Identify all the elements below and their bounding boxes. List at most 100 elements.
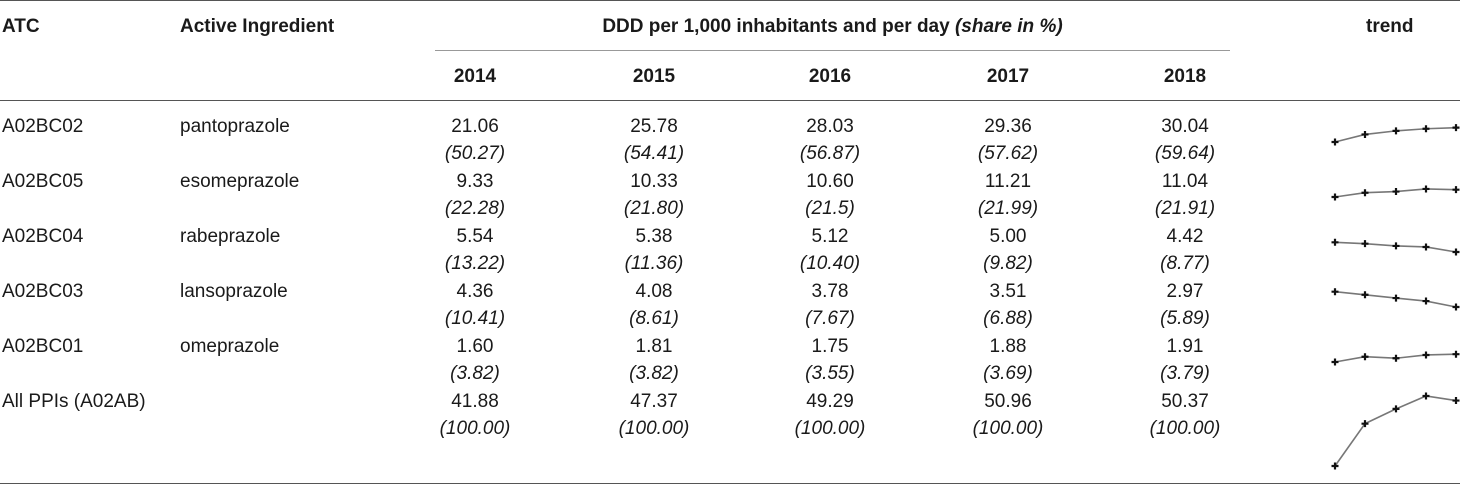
trend-point bbox=[1361, 291, 1369, 299]
trend-point bbox=[1361, 353, 1369, 361]
ddd-underline bbox=[435, 50, 1230, 51]
trend-point bbox=[1331, 462, 1339, 470]
trend-point bbox=[1392, 242, 1400, 250]
year-header: 2014 bbox=[453, 66, 497, 87]
trend-point bbox=[1452, 248, 1460, 256]
trend-point bbox=[1361, 130, 1369, 138]
share-value: (10.40) bbox=[799, 253, 861, 274]
trend-point bbox=[1422, 185, 1430, 193]
trend-point bbox=[1452, 186, 1460, 194]
trend-point bbox=[1422, 392, 1430, 400]
ingredient-name: pantoprazole bbox=[180, 116, 290, 137]
ddd-value: 5.00 bbox=[989, 226, 1027, 247]
share-value: (10.41) bbox=[444, 308, 506, 329]
ddd-value: 2.97 bbox=[1166, 281, 1204, 302]
trend-point bbox=[1452, 350, 1460, 358]
share-value: (100.00) bbox=[1149, 418, 1221, 439]
share-value: (3.79) bbox=[1160, 363, 1210, 384]
ddd-value: 10.60 bbox=[806, 171, 854, 192]
trend-point bbox=[1331, 193, 1339, 201]
ddd-value: 1.75 bbox=[811, 336, 849, 357]
ddd-value: 1.60 bbox=[456, 336, 494, 357]
share-value: (8.77) bbox=[1160, 253, 1210, 274]
trend-point bbox=[1422, 351, 1430, 359]
ddd-value: 4.42 bbox=[1166, 226, 1204, 247]
trend-point bbox=[1331, 358, 1339, 366]
col-header-ingredient: Active Ingredient bbox=[180, 16, 335, 37]
share-value: (5.89) bbox=[1160, 308, 1210, 329]
share-value: (7.67) bbox=[805, 308, 855, 329]
share-value: (3.82) bbox=[450, 363, 500, 384]
col-header-trend: trend bbox=[1366, 16, 1414, 37]
trend-line bbox=[1334, 395, 1457, 467]
ddd-value: 41.88 bbox=[451, 391, 499, 412]
share-value: (100.00) bbox=[618, 418, 690, 439]
share-value: (59.64) bbox=[1154, 143, 1216, 164]
ddd-value: 49.29 bbox=[806, 391, 854, 412]
share-value: (21.80) bbox=[623, 198, 685, 219]
atc-code: All PPIs (A02AB) bbox=[2, 391, 146, 412]
trend-point bbox=[1392, 354, 1400, 362]
ddd-value: 47.37 bbox=[630, 391, 678, 412]
share-value: (6.88) bbox=[983, 308, 1033, 329]
ddd-value: 5.38 bbox=[635, 226, 673, 247]
col-header-ddd: DDD per 1,000 inhabitants and per day (s… bbox=[435, 16, 1230, 38]
ddd-value: 1.91 bbox=[1166, 336, 1204, 357]
trend-line bbox=[1334, 290, 1457, 308]
ingredient-name: lansoprazole bbox=[180, 281, 288, 302]
trend-point bbox=[1392, 127, 1400, 135]
year-header: 2016 bbox=[808, 66, 852, 87]
trend-point bbox=[1361, 240, 1369, 248]
trend-line bbox=[1334, 353, 1457, 363]
ddd-value: 25.78 bbox=[630, 116, 678, 137]
ddd-value: 5.54 bbox=[456, 226, 494, 247]
share-value: (11.36) bbox=[624, 253, 684, 274]
atc-code: A02BC01 bbox=[2, 336, 84, 357]
share-value: (3.82) bbox=[629, 363, 679, 384]
header-bottom-rule bbox=[0, 100, 1460, 101]
year-header: 2017 bbox=[986, 66, 1030, 87]
trend-point bbox=[1361, 420, 1369, 428]
ddd-value: 3.78 bbox=[811, 281, 849, 302]
trend-point bbox=[1392, 405, 1400, 413]
share-value: (100.00) bbox=[439, 418, 511, 439]
ddd-value: 1.81 bbox=[635, 336, 673, 357]
col-header-atc: ATC bbox=[2, 16, 40, 37]
trend-point bbox=[1331, 238, 1339, 246]
share-value: (22.28) bbox=[444, 198, 506, 219]
atc-code: A02BC04 bbox=[2, 226, 84, 247]
ddd-value: 11.04 bbox=[1161, 171, 1209, 192]
ddd-value: 29.36 bbox=[984, 116, 1032, 137]
atc-code: A02BC03 bbox=[2, 281, 84, 302]
share-value: (13.22) bbox=[444, 253, 506, 274]
ddd-value: 4.08 bbox=[635, 281, 673, 302]
share-value: (21.91) bbox=[1154, 198, 1216, 219]
trend-line bbox=[1334, 188, 1457, 198]
share-value: (50.27) bbox=[444, 143, 506, 164]
ddd-value: 21.06 bbox=[451, 116, 499, 137]
share-value: (21.5) bbox=[805, 198, 855, 219]
year-header: 2015 bbox=[632, 66, 676, 87]
trend-point bbox=[1392, 294, 1400, 302]
trend-point bbox=[1452, 303, 1460, 311]
trend-point bbox=[1452, 124, 1460, 132]
ddd-value: 11.21 bbox=[984, 171, 1032, 192]
share-value: (3.55) bbox=[805, 363, 855, 384]
trend-point bbox=[1422, 243, 1430, 251]
ddd-value: 4.36 bbox=[456, 281, 494, 302]
ingredient-name: rabeprazole bbox=[180, 226, 281, 247]
share-value: (8.61) bbox=[629, 308, 679, 329]
trend-point bbox=[1422, 125, 1430, 133]
trend-point bbox=[1422, 297, 1430, 305]
ingredient-name: omeprazole bbox=[180, 336, 280, 357]
trend-line bbox=[1334, 126, 1457, 143]
ddd-value: 50.37 bbox=[1161, 391, 1209, 412]
year-header: 2018 bbox=[1163, 66, 1207, 87]
trend-point bbox=[1361, 189, 1369, 197]
share-value: (3.69) bbox=[983, 363, 1033, 384]
trend-point bbox=[1331, 288, 1339, 296]
ddd-value: 30.04 bbox=[1161, 116, 1209, 137]
trend-point bbox=[1452, 397, 1460, 405]
ddd-value: 1.88 bbox=[989, 336, 1027, 357]
ddd-value: 3.51 bbox=[989, 281, 1027, 302]
